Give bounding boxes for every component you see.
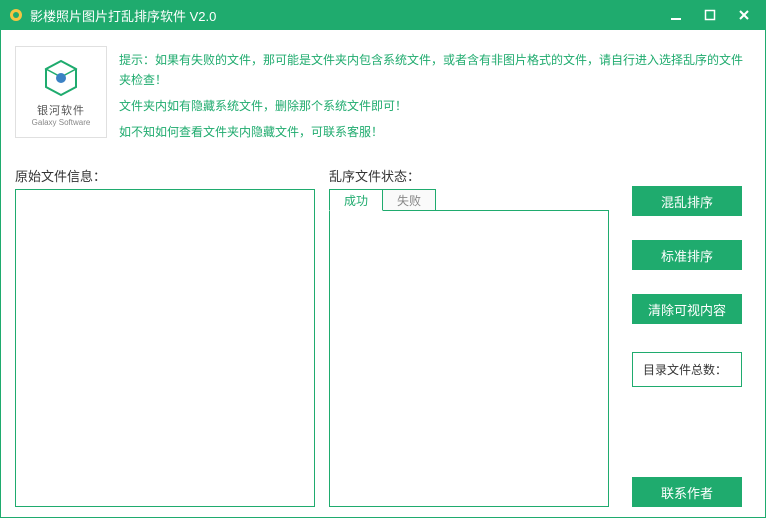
mid-panel-col: 乱序文件状态： 成功 失败 (329, 166, 609, 507)
clear-view-button[interactable]: 清除可视内容 (632, 294, 742, 324)
tab-fail[interactable]: 失败 (382, 189, 436, 210)
file-count-box: 目录文件总数： (632, 352, 742, 387)
logo-cube-icon (41, 58, 81, 98)
logo-text-en: Galaxy Software (32, 118, 91, 127)
tip-line-2: 文件夹内如有隐藏系统文件，删除那个系统文件即可！ (119, 96, 751, 116)
content-area: 银河软件 Galaxy Software 提示：如果有失败的文件，那可能是文件夹… (0, 30, 766, 518)
shuffle-sort-button[interactable]: 混乱排序 (632, 186, 742, 216)
shuffled-file-list[interactable] (329, 211, 609, 507)
tip-line-1: 提示：如果有失败的文件，那可能是文件夹内包含系统文件，或者含有非图片格式的文件，… (119, 50, 751, 90)
titlebar: 影楼照片图片打乱排序软件 V2.0 (0, 0, 766, 30)
app-title: 影楼照片图片打乱排序软件 V2.0 (30, 6, 668, 25)
maximize-button[interactable] (702, 7, 718, 23)
tab-success[interactable]: 成功 (329, 189, 383, 211)
top-row: 银河软件 Galaxy Software 提示：如果有失败的文件，那可能是文件夹… (15, 46, 751, 148)
main-row: 原始文件信息： 乱序文件状态： 成功 失败 混乱排序 标准排序 清除可视内容 目… (15, 166, 751, 507)
app-icon (8, 7, 24, 23)
tabs-row: 成功 失败 (329, 189, 609, 211)
window-controls (668, 7, 758, 23)
tabs-wrap: 成功 失败 (329, 189, 609, 507)
logo-box: 银河软件 Galaxy Software (15, 46, 107, 138)
tip-line-3: 如不知如何查看文件夹内隐藏文件，可联系客服！ (119, 122, 751, 142)
left-panel-label: 原始文件信息： (15, 166, 315, 185)
logo-text-cn: 银河软件 (37, 102, 85, 118)
close-button[interactable] (736, 7, 752, 23)
original-file-list[interactable] (15, 189, 315, 507)
right-actions-col: 混乱排序 标准排序 清除可视内容 目录文件总数： 联系作者 (623, 166, 751, 507)
right-panel-label: 乱序文件状态： (329, 166, 609, 185)
standard-sort-button[interactable]: 标准排序 (632, 240, 742, 270)
tips-block: 提示：如果有失败的文件，那可能是文件夹内包含系统文件，或者含有非图片格式的文件，… (119, 46, 751, 148)
minimize-button[interactable] (668, 7, 684, 23)
file-count-label: 目录文件总数： (643, 363, 727, 377)
contact-author-button[interactable]: 联系作者 (632, 477, 742, 507)
left-panel-col: 原始文件信息： (15, 166, 315, 507)
